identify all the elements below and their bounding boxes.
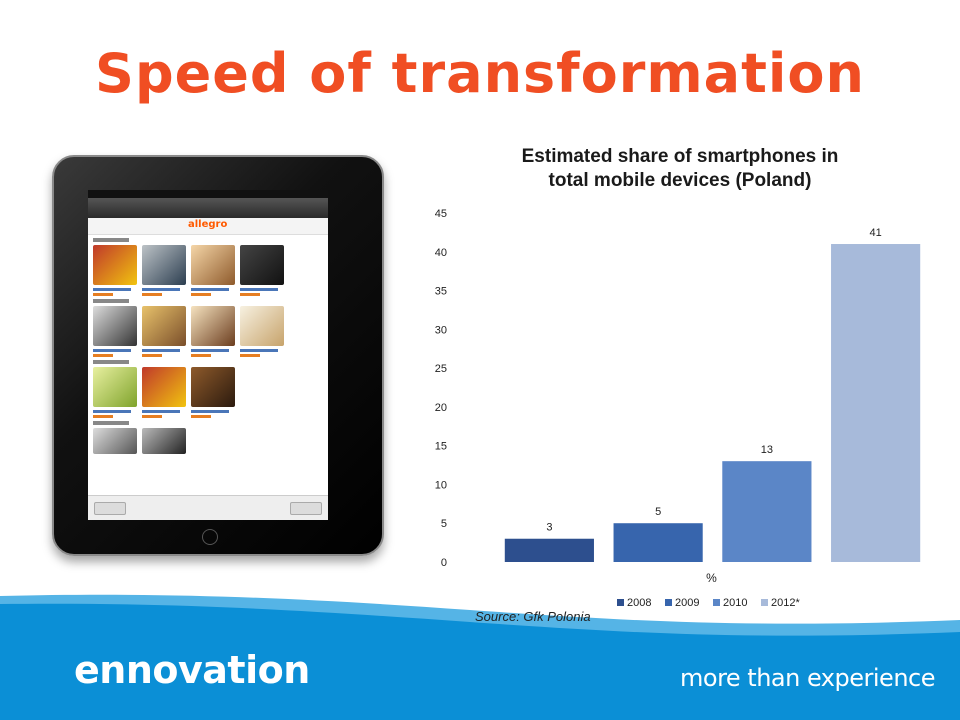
ennovation-logo: ennovation [74, 648, 310, 692]
tablet-thumb [191, 306, 235, 357]
bar-2008 [504, 538, 594, 562]
tablet-app-bar: allegro [88, 218, 328, 235]
tablet-image: allegro [52, 155, 384, 556]
legend-label: 2008 [627, 597, 651, 609]
y-tick-label: 0 [441, 557, 447, 569]
tablet-section [88, 296, 328, 357]
data-label: 5 [655, 506, 661, 518]
tablet-app-button [94, 502, 126, 515]
chart-title-line: total mobile devices (Poland) [548, 170, 812, 191]
tablet-thumb [93, 306, 137, 357]
legend-label: 2009 [675, 597, 699, 609]
tablet-thumb [142, 306, 186, 357]
y-tick-label: 10 [435, 479, 447, 491]
y-tick-label: 5 [441, 518, 447, 530]
tablet-app-footer [88, 495, 328, 520]
bar-2012 [831, 244, 921, 562]
legend-label: 2010 [723, 597, 747, 609]
tablet-home-button [202, 529, 218, 545]
footer-swoosh [0, 603, 960, 720]
tablet-screen: allegro [88, 190, 328, 520]
y-tick-label: 25 [435, 363, 447, 375]
chart-title: Estimated share of smartphones in total … [470, 145, 890, 193]
tablet-thumb [191, 245, 235, 296]
tablet-thumb [142, 367, 186, 418]
tablet-brand-logo: allegro [188, 219, 228, 230]
legend-swatch [713, 599, 720, 606]
y-tick-label: 30 [435, 324, 447, 336]
data-label: 3 [546, 522, 552, 534]
bar-2009 [613, 523, 703, 562]
legend-label: 2012* [771, 597, 800, 609]
tablet-section-label [93, 421, 129, 425]
tablet-thumb-row [93, 245, 323, 296]
y-tick-label: 15 [435, 441, 447, 453]
y-tick-label: 35 [435, 286, 447, 298]
y-tick-label: 20 [435, 402, 447, 414]
tablet-thumb [142, 428, 186, 454]
tablet-section-label [93, 238, 129, 242]
legend-swatch [761, 599, 768, 606]
tablet-thumb [93, 428, 137, 454]
tablet-status-bar [88, 190, 328, 198]
y-tick-label: 45 [435, 208, 447, 220]
tablet-section [88, 418, 328, 454]
tablet-thumb [142, 245, 186, 296]
tablet-thumb-row [93, 306, 323, 357]
tablet-app-button [290, 502, 322, 515]
tablet-app-nav [88, 198, 328, 218]
tablet-thumb [191, 367, 235, 418]
tablet-thumb-row [93, 367, 323, 418]
legend-swatch [665, 599, 672, 606]
data-label: 13 [761, 444, 773, 456]
data-label: 41 [870, 227, 882, 239]
x-axis-label: % [706, 571, 717, 585]
tablet-thumb [93, 367, 137, 418]
tablet-thumb [93, 245, 137, 296]
tablet-section [88, 357, 328, 418]
tablet-section [88, 235, 328, 296]
tablet-section-label [93, 299, 129, 303]
chart-title-line: Estimated share of smartphones in [521, 146, 839, 167]
bar-2010 [722, 461, 812, 562]
tablet-thumb [240, 306, 284, 357]
legend-swatch [617, 599, 624, 606]
source-note: Source: Gfk Polonia [475, 609, 591, 624]
tablet-section-label [93, 360, 129, 364]
tagline: more than experience [680, 664, 935, 692]
tablet-thumb [240, 245, 284, 296]
slide-title: Speed of transformation [95, 42, 865, 105]
tablet-thumb-row [93, 428, 323, 454]
y-tick-label: 40 [435, 247, 447, 259]
